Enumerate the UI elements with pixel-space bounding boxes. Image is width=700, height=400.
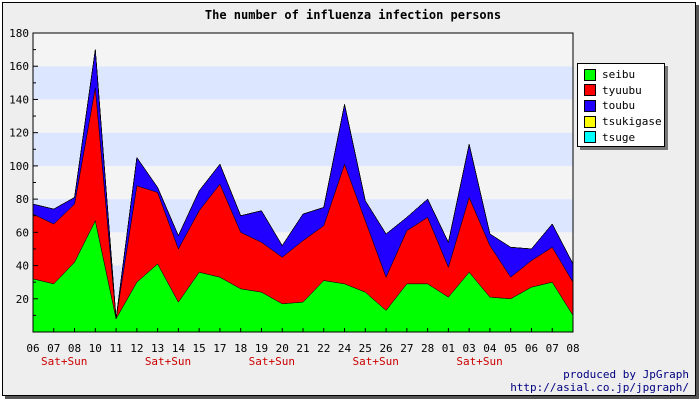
legend-item-tsukigase: tsukigase	[584, 114, 662, 130]
x-tick-label: 25	[359, 342, 372, 355]
x-tick-label: 22	[317, 342, 330, 355]
x-tick-label: 07	[47, 342, 60, 355]
x-tick-label: 24	[338, 342, 352, 355]
x-tick-label: 07	[546, 342, 559, 355]
legend-label: tyuubu	[602, 83, 642, 97]
x-tick-label: 10	[89, 342, 102, 355]
x-tick-label: 08	[566, 342, 579, 355]
legend: seibu tyuubu toubu tsukigase tsuge	[577, 63, 665, 147]
x-tick-label: 19	[255, 342, 268, 355]
y-tick-label: 80	[16, 193, 29, 206]
y-tick-label: 40	[16, 260, 29, 273]
x-tick-label: 05	[504, 342, 517, 355]
x-tick-label: 14	[172, 342, 186, 355]
chart-svg: 20 40 60 80 100 120 140 160 180 06 07 08 10 11 12 13 14 1…	[9, 8, 580, 368]
x-tick-label: 27	[400, 342, 413, 355]
y-tick-label: 120	[9, 127, 29, 140]
legend-label: tsuge	[602, 130, 636, 144]
y-tick-label: 60	[16, 226, 29, 239]
weekend-label: Sat+Sun	[41, 355, 87, 368]
x-tick-label: 01	[442, 342, 455, 355]
footer-credit: produced by JpGraph	[563, 368, 689, 381]
grid-band	[33, 66, 573, 100]
x-tick-label: 06	[26, 342, 39, 355]
legend-swatch	[584, 131, 596, 144]
legend-item-toubu: toubu	[584, 98, 658, 114]
legend-label: tsukigase	[602, 115, 662, 129]
legend-swatch	[584, 115, 596, 128]
x-tick-label: 03	[463, 342, 476, 355]
x-tick-label: 20	[276, 342, 289, 355]
x-tick-label: 15	[193, 342, 206, 355]
x-tick-label: 17	[213, 342, 226, 355]
legend-item-tyuubu: tyuubu	[584, 83, 658, 99]
x-tick-label: 18	[234, 342, 247, 355]
weekend-label: Sat+Sun	[249, 355, 295, 368]
grid-band	[33, 33, 573, 67]
legend-item-tsuge: tsuge	[584, 129, 658, 145]
weekend-label: Sat+Sun	[145, 355, 191, 368]
grid-band	[33, 165, 573, 200]
x-tick-label: 08	[68, 342, 81, 355]
y-tick-label: 140	[9, 93, 29, 106]
x-tick-label: 28	[421, 342, 434, 355]
y-tick-label: 180	[9, 27, 29, 40]
x-tick-label: 12	[130, 342, 143, 355]
x-tick-label: 04	[483, 342, 497, 355]
chart-title: The number of influenza infection person…	[205, 8, 501, 22]
legend-label: toubu	[602, 99, 636, 113]
y-tick-label: 100	[9, 160, 29, 173]
legend-swatch	[584, 68, 596, 81]
footer-url: http://asial.co.jp/jpgraph/	[510, 381, 689, 394]
weekend-label: Sat+Sun	[353, 355, 399, 368]
x-tick-label: 21	[296, 342, 309, 355]
grid-band	[33, 99, 573, 133]
legend-item-seibu: seibu	[584, 67, 658, 83]
weekend-label: Sat+Sun	[456, 355, 502, 368]
y-tick-label: 20	[16, 293, 29, 306]
y-tick-label: 160	[9, 60, 29, 73]
grid-band	[33, 132, 573, 166]
x-tick-label: 13	[151, 342, 164, 355]
chart-frame: 20 40 60 80 100 120 140 160 180 06 07 08 10 11 12 13 14 1…	[2, 2, 696, 396]
legend-label: seibu	[602, 68, 636, 82]
x-tick-label: 06	[525, 342, 538, 355]
legend-swatch	[584, 84, 596, 97]
x-tick-label: 11	[109, 342, 122, 355]
x-tick-label: 26	[379, 342, 392, 355]
legend-swatch	[584, 99, 596, 112]
